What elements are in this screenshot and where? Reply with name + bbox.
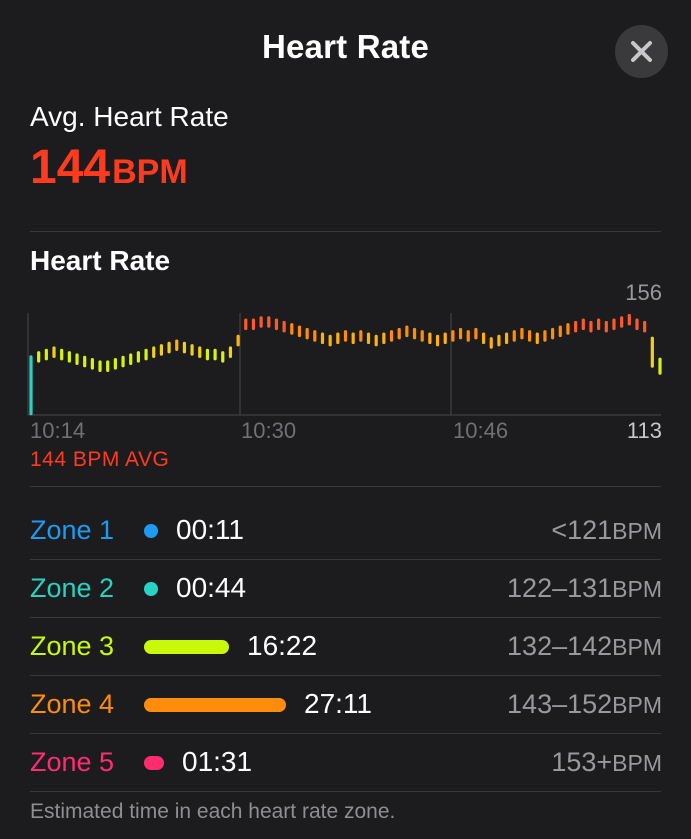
avg-heart-rate-unit: BPM [112, 153, 188, 191]
x-tick-label: 10:46 [453, 418, 509, 443]
zone-name: Zone 4 [30, 689, 115, 719]
footnote: Estimated time in each heart rate zone. [30, 800, 396, 823]
avg-heart-rate-label: Avg. Heart Rate [30, 101, 229, 132]
zone-name: Zone 3 [30, 631, 115, 661]
zone-range-unit: BPM [612, 518, 662, 544]
zone-time-bar [144, 640, 229, 654]
divider [30, 486, 661, 487]
zone-range: 132–142BPM [507, 631, 662, 662]
divider [30, 675, 661, 676]
zone-row: Zone 5 01:31 153+BPM [0, 733, 691, 791]
zone-name: Zone 5 [30, 747, 115, 777]
zone-time-bar [144, 698, 286, 712]
chart-title: Heart Rate [30, 245, 171, 276]
page-title: Heart Rate [261, 28, 430, 65]
zone-row: Zone 2 00:44 122–131BPM [0, 559, 691, 617]
avg-heart-rate-value: 144BPM [30, 140, 188, 195]
zone-time-bar [144, 756, 164, 770]
zone-time: 16:22 [247, 630, 318, 661]
divider [30, 559, 661, 560]
chart-max-label: 156 [625, 280, 662, 305]
zone-range-value: <121 [551, 515, 613, 545]
zone-range-unit: BPM [612, 750, 662, 776]
close-button[interactable] [615, 25, 668, 78]
zone-range-value: 143–152 [507, 689, 613, 719]
zone-name: Zone 1 [30, 515, 115, 545]
chart-min-label: 113 [626, 418, 662, 443]
zone-row: Zone 3 16:22 132–142BPM [0, 617, 691, 675]
zone-time-bar [144, 582, 158, 596]
zone-name: Zone 2 [30, 573, 115, 603]
zone-range-value: 132–142 [507, 631, 613, 661]
zone-time: 01:31 [182, 746, 253, 777]
heart-rate-chart [27, 313, 662, 416]
zone-range: <121BPM [551, 515, 662, 546]
divider [30, 733, 661, 734]
zone-range: 143–152BPM [507, 689, 662, 720]
close-icon [631, 41, 652, 62]
divider [30, 231, 661, 232]
zone-time: 00:11 [176, 514, 244, 545]
zone-time: 27:11 [304, 688, 372, 719]
divider [30, 791, 661, 792]
zone-range: 153+BPM [551, 747, 662, 778]
zone-time-bar [144, 524, 158, 538]
zone-range-unit: BPM [612, 576, 662, 602]
avg-heart-rate-number: 144 [30, 141, 111, 194]
divider [30, 617, 661, 618]
zone-range: 122–131BPM [507, 573, 662, 604]
zone-range-value: 153+ [551, 747, 613, 777]
zone-range-unit: BPM [612, 692, 662, 718]
zone-range-value: 122–131 [507, 573, 613, 603]
zone-row: Zone 4 27:11 143–152BPM [0, 675, 691, 733]
zone-time: 00:44 [176, 572, 247, 603]
x-tick-label: 10:14 [30, 418, 86, 443]
zone-row: Zone 1 00:11 <121BPM [0, 501, 691, 559]
zone-range-unit: BPM [612, 634, 662, 660]
avg-caption: 144 BPM AVG [30, 448, 170, 471]
x-tick-label: 10:30 [241, 418, 297, 443]
